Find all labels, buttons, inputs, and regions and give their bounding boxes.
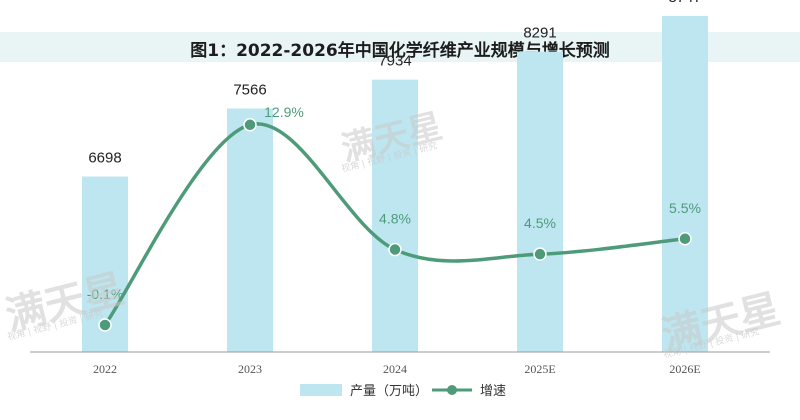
x-tick-label: 2022 xyxy=(93,362,117,376)
bar-2024 xyxy=(372,79,418,352)
growth-value-label: 4.8% xyxy=(379,211,411,227)
growth-point xyxy=(533,247,547,261)
legend-label-bar: 产量（万吨） xyxy=(350,384,428,399)
bar-2025E xyxy=(517,51,563,353)
bar-value-label: 8747 xyxy=(668,0,701,6)
growth-point xyxy=(243,118,257,132)
bar-2023 xyxy=(227,108,273,353)
chart-title: 图1：2022-2026年中国化学纤维产业规模与增长预测 xyxy=(190,41,610,61)
x-tick-label: 2023 xyxy=(238,362,262,376)
growth-point xyxy=(678,232,692,246)
x-tick-label: 2025E xyxy=(524,362,555,376)
bar-2026E xyxy=(662,15,708,352)
bar-value-label: 7934 xyxy=(378,53,411,70)
x-tick-label: 2024 xyxy=(383,362,407,376)
growth-point xyxy=(388,242,402,257)
growth-value-label: -0.1% xyxy=(87,286,124,302)
growth-value-label: 12.9% xyxy=(264,104,304,120)
growth-value-label: 4.5% xyxy=(524,215,556,231)
legend-swatch-marker xyxy=(447,385,457,395)
legend-label-line: 增速 xyxy=(480,384,506,399)
growth-line xyxy=(103,122,686,327)
x-tick-label: 2026E xyxy=(669,362,700,376)
growth-point xyxy=(98,318,112,332)
bar-value-label: 6698 xyxy=(88,150,121,167)
bar-value-label: 7566 xyxy=(233,81,266,98)
bar-value-label: 8291 xyxy=(523,25,556,42)
legend-swatch-bar xyxy=(300,384,342,396)
growth-value-label: 5.5% xyxy=(669,200,701,216)
